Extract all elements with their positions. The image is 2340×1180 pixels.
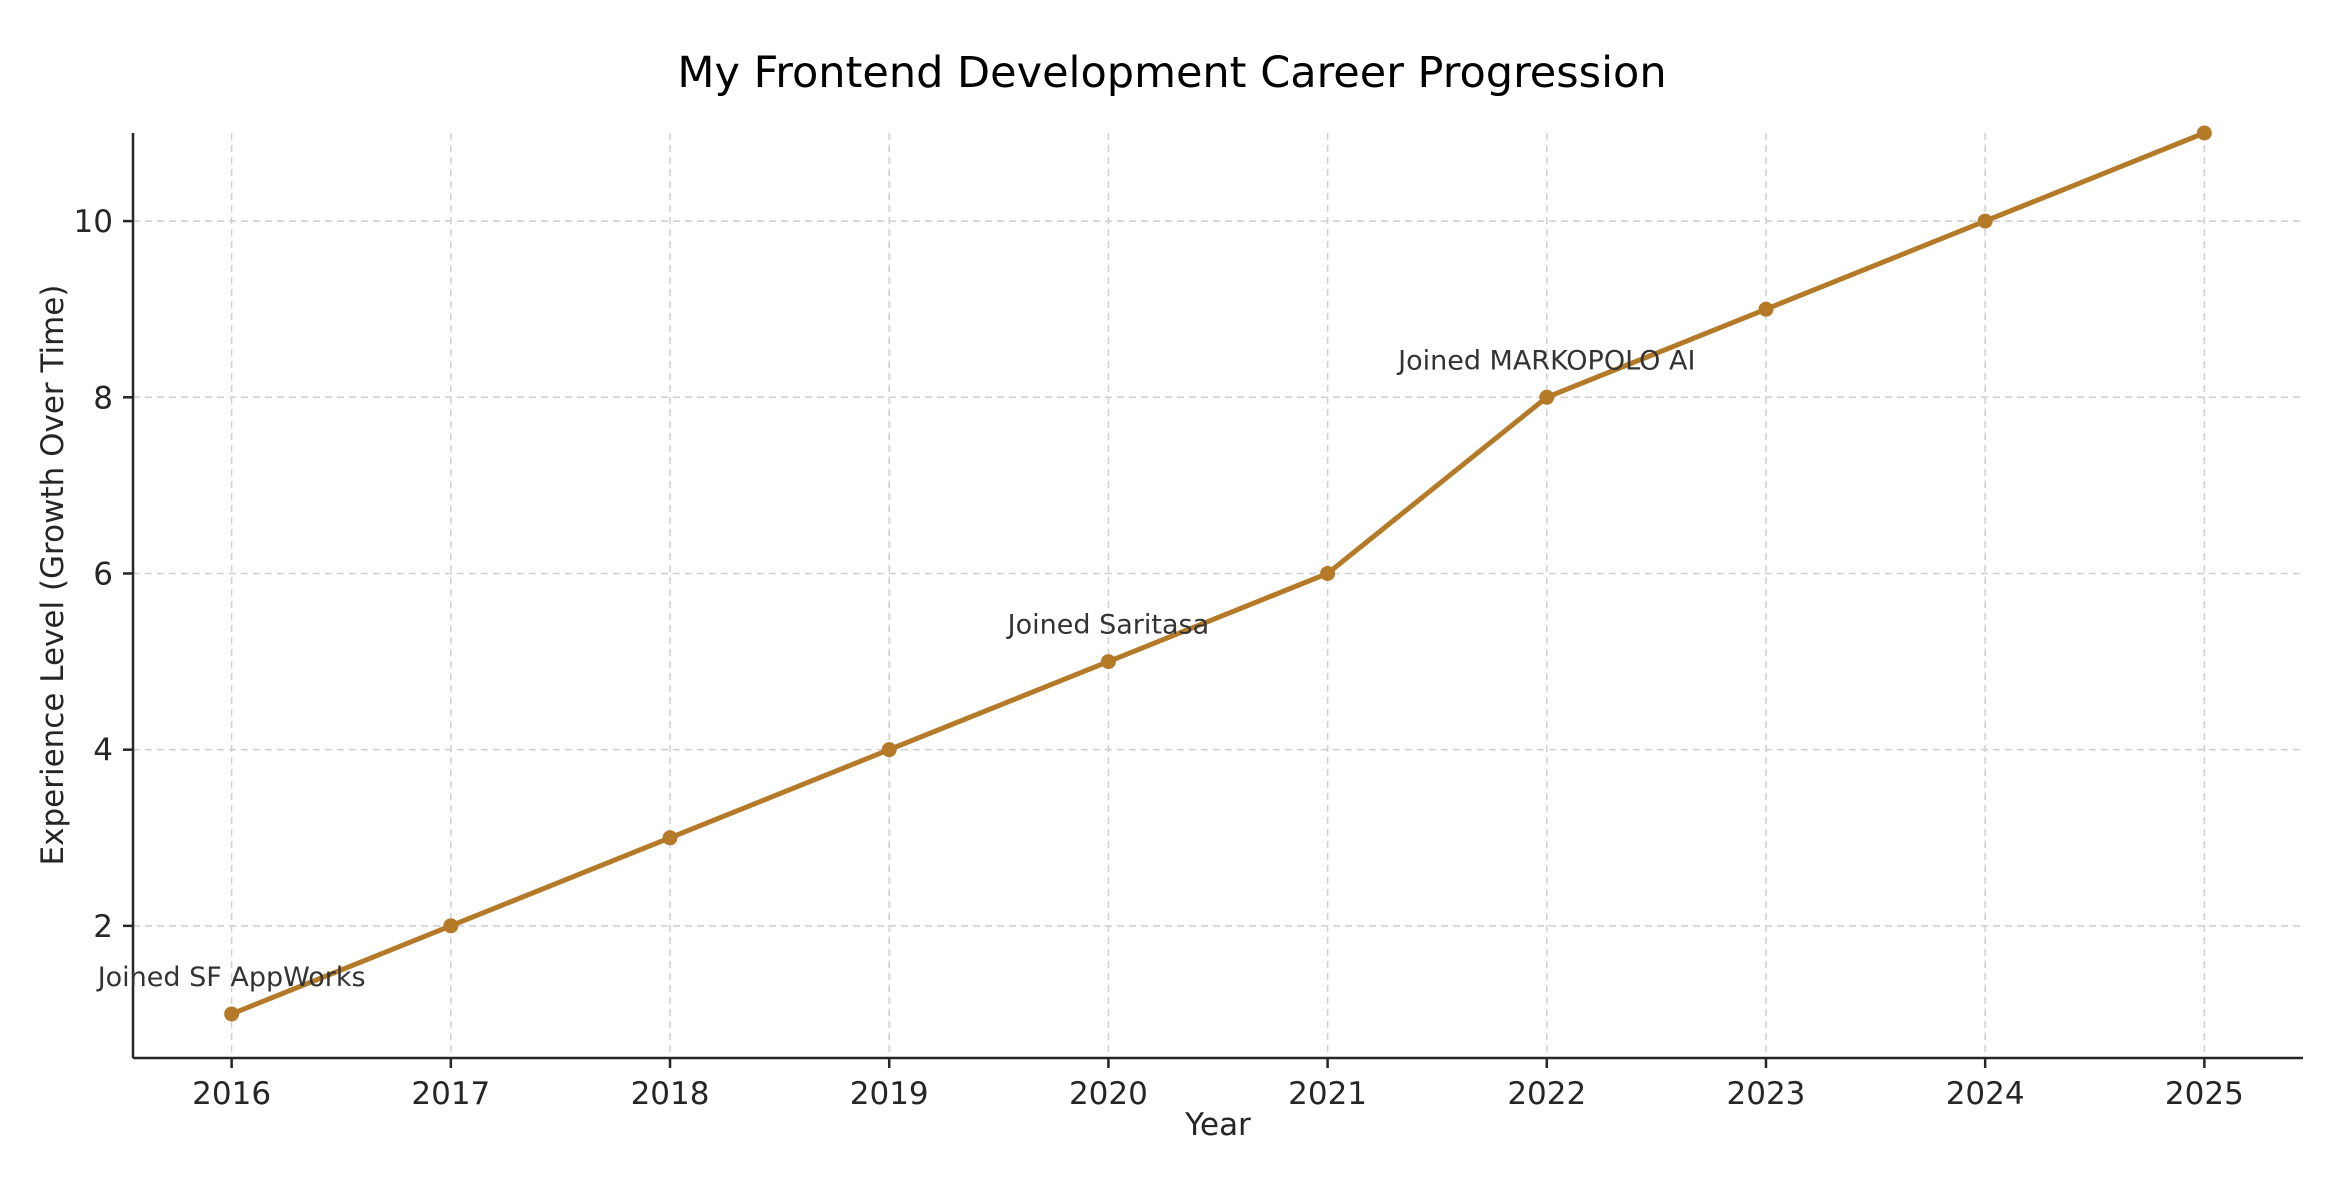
x-tick-label: 2019 — [850, 1076, 929, 1112]
data-point — [1320, 565, 1336, 581]
y-tick-label: 4 — [93, 733, 113, 769]
data-point — [1977, 213, 1993, 229]
x-tick-label: 2022 — [1507, 1076, 1586, 1112]
data-point — [1758, 301, 1774, 317]
tick-labels: 2016 2017 2018 2019 2020 2021 2022 2023 2024 2025… — [74, 204, 2244, 1112]
annotation-label: Joined Saritasa — [1006, 610, 1209, 641]
x-tick-label: 2021 — [1288, 1076, 1367, 1112]
x-tick-label: 2017 — [411, 1076, 490, 1112]
series-line — [229, 130, 2207, 1017]
y-tick-label: 10 — [74, 204, 113, 240]
annotation-label: Joined MARKOPOLO AI — [1396, 345, 1695, 376]
x-tick-label: 2020 — [1069, 1076, 1148, 1112]
grid — [133, 133, 2303, 1058]
series — [224, 125, 2212, 1022]
data-point — [1100, 654, 1116, 670]
x-axis-label: Year — [1184, 1107, 1251, 1143]
x-tick-label: 2023 — [1727, 1076, 1806, 1112]
y-axis-label: Experience Level (Growth Over Time) — [35, 285, 71, 866]
x-tick-label: 2025 — [2165, 1076, 2244, 1112]
y-tick-label: 8 — [93, 380, 113, 416]
data-point — [2196, 125, 2212, 141]
axes — [123, 133, 2303, 1068]
annotations: Joined SF AppWorks Joined Saritasa Joined … — [96, 345, 1696, 993]
chart-title: My Frontend Development Career Progressi… — [677, 48, 1666, 98]
y-tick-label: 6 — [93, 556, 113, 592]
x-tick-label: 2016 — [192, 1076, 271, 1112]
data-point — [881, 742, 897, 758]
data-point — [1539, 389, 1555, 405]
x-tick-label: 2024 — [1946, 1076, 2025, 1112]
data-point — [224, 1006, 240, 1022]
y-tick-label: 2 — [93, 909, 113, 945]
annotation-label: Joined SF AppWorks — [96, 962, 366, 993]
data-point — [662, 830, 678, 846]
data-point — [443, 918, 459, 934]
x-tick-label: 2018 — [631, 1076, 710, 1112]
